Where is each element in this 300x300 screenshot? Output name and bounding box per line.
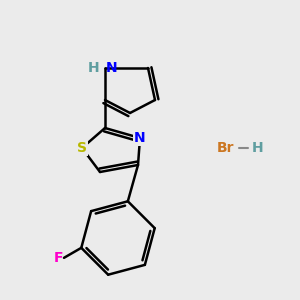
Text: H: H bbox=[252, 141, 264, 155]
Text: H: H bbox=[87, 61, 99, 75]
Text: N: N bbox=[106, 61, 118, 75]
Text: N: N bbox=[134, 131, 146, 145]
Text: Br: Br bbox=[216, 141, 234, 155]
Text: F: F bbox=[54, 251, 64, 265]
Text: S: S bbox=[77, 141, 87, 155]
